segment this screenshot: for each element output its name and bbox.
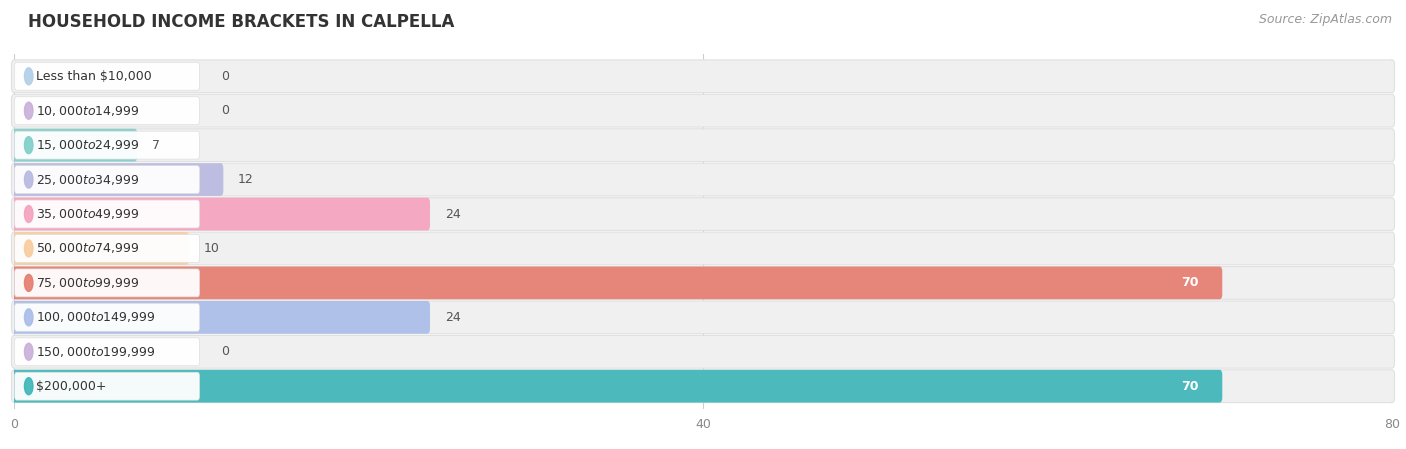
Text: 10: 10 [204,242,219,255]
Text: $10,000 to $14,999: $10,000 to $14,999 [37,104,141,118]
Text: 0: 0 [221,104,229,117]
Text: $35,000 to $49,999: $35,000 to $49,999 [37,207,141,221]
FancyBboxPatch shape [11,198,430,230]
FancyBboxPatch shape [11,370,1222,403]
FancyBboxPatch shape [11,370,1395,403]
Circle shape [24,171,32,188]
FancyBboxPatch shape [11,163,1395,196]
FancyBboxPatch shape [11,163,224,196]
Text: Less than $10,000: Less than $10,000 [37,70,152,83]
Circle shape [24,343,32,360]
Text: 0: 0 [221,345,229,358]
Text: HOUSEHOLD INCOME BRACKETS IN CALPELLA: HOUSEHOLD INCOME BRACKETS IN CALPELLA [28,13,454,31]
Text: 0: 0 [221,70,229,83]
FancyBboxPatch shape [11,267,1222,299]
FancyBboxPatch shape [11,60,1395,92]
FancyBboxPatch shape [14,269,200,297]
FancyBboxPatch shape [14,304,200,331]
Text: 70: 70 [1181,380,1199,393]
FancyBboxPatch shape [11,232,1395,265]
FancyBboxPatch shape [11,301,430,334]
Text: 24: 24 [444,207,460,220]
Circle shape [24,274,32,291]
Circle shape [24,240,32,257]
FancyBboxPatch shape [11,94,1395,127]
Text: $150,000 to $199,999: $150,000 to $199,999 [37,345,156,359]
Text: $50,000 to $74,999: $50,000 to $74,999 [37,242,141,255]
FancyBboxPatch shape [14,131,200,159]
Text: $25,000 to $34,999: $25,000 to $34,999 [37,172,141,187]
FancyBboxPatch shape [11,198,1395,230]
Text: $100,000 to $149,999: $100,000 to $149,999 [37,310,156,324]
FancyBboxPatch shape [11,129,138,162]
Text: $15,000 to $24,999: $15,000 to $24,999 [37,138,141,152]
Circle shape [24,309,32,326]
FancyBboxPatch shape [14,200,200,228]
Circle shape [24,136,32,154]
Circle shape [24,102,32,119]
FancyBboxPatch shape [14,372,200,400]
FancyBboxPatch shape [14,234,200,262]
Circle shape [24,206,32,223]
Text: 70: 70 [1181,277,1199,290]
Circle shape [24,68,32,85]
FancyBboxPatch shape [14,97,200,125]
FancyBboxPatch shape [14,338,200,366]
Text: 24: 24 [444,311,460,324]
Text: 12: 12 [238,173,253,186]
FancyBboxPatch shape [11,301,1395,334]
FancyBboxPatch shape [11,335,1395,368]
FancyBboxPatch shape [14,62,200,90]
Text: 7: 7 [152,139,160,152]
FancyBboxPatch shape [11,267,1395,299]
FancyBboxPatch shape [11,232,188,265]
Text: $200,000+: $200,000+ [37,380,107,393]
Circle shape [24,378,32,395]
Text: Source: ZipAtlas.com: Source: ZipAtlas.com [1258,13,1392,26]
Text: $75,000 to $99,999: $75,000 to $99,999 [37,276,141,290]
FancyBboxPatch shape [14,166,200,194]
FancyBboxPatch shape [11,129,1395,162]
